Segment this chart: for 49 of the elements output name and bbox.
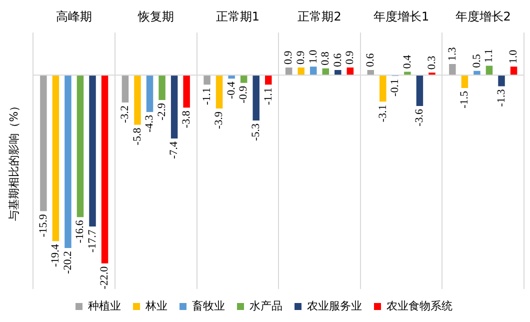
data-label: -4.3 xyxy=(144,114,156,132)
data-label: 0.9 xyxy=(294,50,307,64)
data-label: -3.1 xyxy=(376,104,389,122)
data-label: -3.8 xyxy=(180,110,192,128)
x-tick-label: 正常期2 xyxy=(298,9,342,24)
data-label: -3.9 xyxy=(213,111,226,129)
y-axis-title: 与基期相比的影响（%） xyxy=(7,100,20,221)
data-label: -15.9 xyxy=(37,214,50,238)
data-label: -2.9 xyxy=(156,102,168,120)
data-label: -1.3 xyxy=(495,88,508,107)
data-label: -22.0 xyxy=(98,266,111,290)
x-tick-label: 恢复期 xyxy=(136,9,174,24)
data-label: -0.1 xyxy=(389,79,402,96)
data-label: -1.5 xyxy=(458,90,471,108)
legend-label: 农业服务业 xyxy=(307,299,362,312)
data-label: -1.1 xyxy=(262,88,274,105)
data-label: 0.5 xyxy=(470,54,483,68)
data-label: -17.7 xyxy=(86,229,98,252)
data-label: -5.3 xyxy=(250,123,262,141)
x-tick-label: 年度增长2 xyxy=(455,9,511,24)
data-label: -3.6 xyxy=(414,108,426,126)
data-label: -5.8 xyxy=(131,127,144,146)
data-label: 0.6 xyxy=(332,52,344,68)
data-label: 0.6 xyxy=(364,52,377,68)
data-label: 0.4 xyxy=(401,54,414,69)
data-label: -3.2 xyxy=(119,106,132,123)
data-label: -0.9 xyxy=(238,85,250,104)
data-label: 1.0 xyxy=(508,49,520,64)
x-tick-label: 高峰期 xyxy=(56,9,92,24)
legend-label: 农业食物系统 xyxy=(386,299,452,312)
data-label: 0.9 xyxy=(282,50,295,64)
data-label: -0.4 xyxy=(225,81,238,100)
data-label: 1.3 xyxy=(446,46,458,62)
data-label: 0.3 xyxy=(426,55,438,70)
data-label: -1.1 xyxy=(200,88,213,105)
data-label: -16.6 xyxy=(74,220,86,244)
legend-label: 种植业 xyxy=(88,299,121,312)
data-label: -19.4 xyxy=(50,244,62,268)
data-label: 0.9 xyxy=(344,50,356,64)
data-label: 1.1 xyxy=(483,49,496,63)
data-label: 1.0 xyxy=(307,49,320,64)
legend-label: 林业 xyxy=(144,299,168,312)
data-label: -7.4 xyxy=(168,140,180,159)
legend-label: 畜牧业 xyxy=(192,299,225,312)
legend-label: 水产品 xyxy=(250,299,282,312)
data-label: -20.2 xyxy=(62,250,74,274)
data-label: 0.8 xyxy=(320,51,332,66)
x-tick-label: 年度增长1 xyxy=(373,9,430,24)
x-tick-label: 正常期1 xyxy=(216,9,260,24)
